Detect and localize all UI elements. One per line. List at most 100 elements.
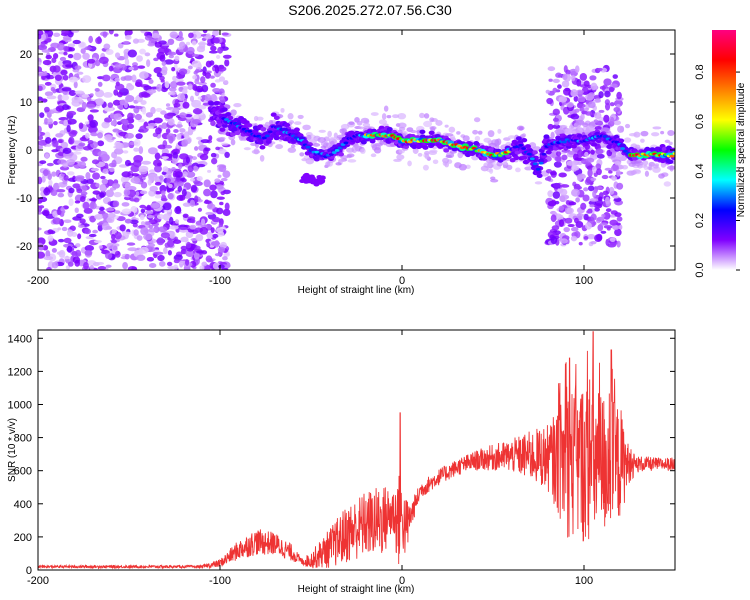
spectrogram-noise-cell	[108, 65, 114, 72]
spectrogram-scatter-cell	[548, 78, 553, 82]
spectrogram-noise-cell	[94, 214, 103, 220]
spectrogram-noise-cell	[140, 181, 148, 189]
spectrogram-noise-cell	[177, 185, 183, 192]
spectrogram-noise-cell	[172, 151, 178, 160]
spectrogram-halo-cell	[297, 114, 304, 119]
spectrogram-noise-cell	[200, 218, 206, 226]
spectrogram-ridge-cell	[216, 119, 223, 124]
spectrogram-halo-cell	[386, 115, 392, 119]
spectrogram-core-cell	[620, 147, 625, 150]
spectrogram-noise-cell	[171, 166, 176, 171]
spectrogram-core-cell	[669, 154, 675, 158]
spectrogram-ridge-cell	[531, 150, 538, 155]
spectrogram-noise-cell	[124, 159, 131, 167]
spectrogram-scatter-cell	[603, 211, 611, 220]
spectrogram-noise-cell	[219, 201, 224, 206]
spectrogram-scatter-cell	[550, 131, 555, 139]
spectrogram-noise-cell	[178, 31, 183, 39]
spectrogram-noise-cell	[78, 142, 86, 147]
spectrogram-noise-cell	[135, 191, 140, 197]
spectrogram-halo-cell	[628, 133, 637, 137]
spectrogram-core-cell	[334, 149, 340, 152]
spectrogram-core-cell	[407, 140, 413, 144]
spectrogram-scatter-cell	[595, 148, 604, 155]
spectrogram-scatter-cell	[600, 127, 610, 132]
spectrogram-noise-cell	[212, 233, 219, 238]
spectrogram-noise-cell	[63, 219, 72, 224]
spectrogram-noise-cell	[66, 245, 73, 253]
spectrogram-noise-cell	[167, 118, 175, 126]
spectrogram-noise-cell	[206, 231, 214, 239]
spectrogram-scatter-cell	[557, 214, 564, 220]
spectrogram-noise-cell	[181, 188, 187, 197]
spectrogram-noise-cell	[208, 50, 218, 54]
spectrogram-noise-cell	[210, 227, 215, 234]
spectrogram-noise-cell	[143, 233, 153, 241]
spectrogram-ridge-cell	[224, 112, 231, 117]
spectrogram-noise-cell	[169, 31, 179, 39]
spectrogram-noise-cell	[189, 177, 196, 182]
spectrogram-scatter-cell	[600, 230, 607, 234]
spectrogram-halo-cell	[346, 153, 355, 158]
spectrogram-scatter-cell	[594, 207, 600, 212]
spectrogram-scatter-cell	[552, 117, 559, 122]
spectrogram-noise-cell	[181, 139, 186, 147]
spectrogram-noise-cell	[217, 46, 224, 54]
spectrogram-noise-cell	[122, 40, 130, 44]
spectrogram-noise-cell	[141, 107, 147, 115]
spectrogram-noise-cell	[58, 117, 69, 121]
spectrogram-scatter-cell	[604, 167, 612, 171]
colorbar: 0.0 0.2 0.4 0.6 0.8 Normalized spectral ampl…	[694, 30, 747, 278]
spectrogram-scatter-cell	[575, 119, 585, 125]
spectrogram-noise-cell	[197, 96, 202, 100]
spectrogram-noise-cell	[173, 239, 182, 244]
spectrogram-scatter-cell	[611, 175, 617, 181]
spectrogram-halo-cell	[301, 158, 308, 162]
spectrogram-scatter-cell	[552, 182, 561, 189]
spectrogram-noise-cell	[98, 245, 103, 249]
spectrogram-halo-cell	[456, 131, 461, 135]
spectrogram-ridge-cell	[273, 135, 280, 141]
spectrogram-noise-cell	[147, 215, 154, 219]
spectrogram-noise-cell	[195, 250, 204, 254]
spectrogram-noise-cell	[125, 95, 135, 103]
spectrogram-noise-cell	[176, 74, 183, 80]
spectrogram-noise-cell	[139, 214, 145, 221]
spectrogram-noise-cell	[169, 225, 179, 230]
spectrogram-scatter-cell	[576, 173, 586, 180]
spectrogram-noise-cell	[101, 178, 108, 185]
spectrogram-noise-cell	[38, 61, 42, 66]
spectrogram-noise-cell	[72, 256, 81, 264]
spectrogram-noise-cell	[117, 42, 124, 49]
spectrogram-halo-cell	[348, 121, 355, 125]
spectrogram-scatter-cell	[547, 123, 554, 130]
spectrogram-ridge-cell	[360, 140, 367, 145]
spectrogram-halo-cell	[221, 92, 226, 98]
spectrogram-noise-cell	[104, 252, 113, 260]
spectrogram-noise-cell	[52, 65, 61, 73]
spectrogram-noise-cell	[113, 191, 122, 198]
spectrogram-noise-cell	[135, 133, 143, 140]
spectrogram-noise-cell	[95, 182, 100, 188]
spectrogram-noise-cell	[172, 75, 177, 82]
spectrogram-noise-cell	[41, 49, 51, 53]
spectrogram-ridge-cell	[208, 101, 215, 106]
spectrogram-noise-cell	[146, 204, 151, 211]
spectrogram-noise-cell	[145, 210, 154, 215]
spectrogram-y-tick-label: 0	[26, 145, 32, 157]
spectrogram-noise-cell	[123, 102, 128, 109]
spectrogram-noise-cell	[116, 91, 123, 98]
spectrogram-scatter-cell	[558, 96, 568, 103]
spectrogram-noise-cell	[139, 246, 149, 254]
spectrogram-scatter-cell	[596, 168, 602, 176]
spectrogram-ridge-cell	[536, 173, 543, 179]
spectrogram-noise-cell	[161, 122, 168, 130]
spectrogram-scatter-cell	[566, 207, 574, 214]
spectrogram-ridge-cell	[221, 107, 228, 112]
spectrogram-noise-cell	[185, 241, 192, 249]
spectrogram-noise-cell	[165, 128, 171, 134]
spectrogram-scatter-cell	[613, 106, 621, 113]
spectrogram-ridge-cell	[411, 144, 418, 150]
spectrogram-noise-cell	[161, 65, 168, 74]
